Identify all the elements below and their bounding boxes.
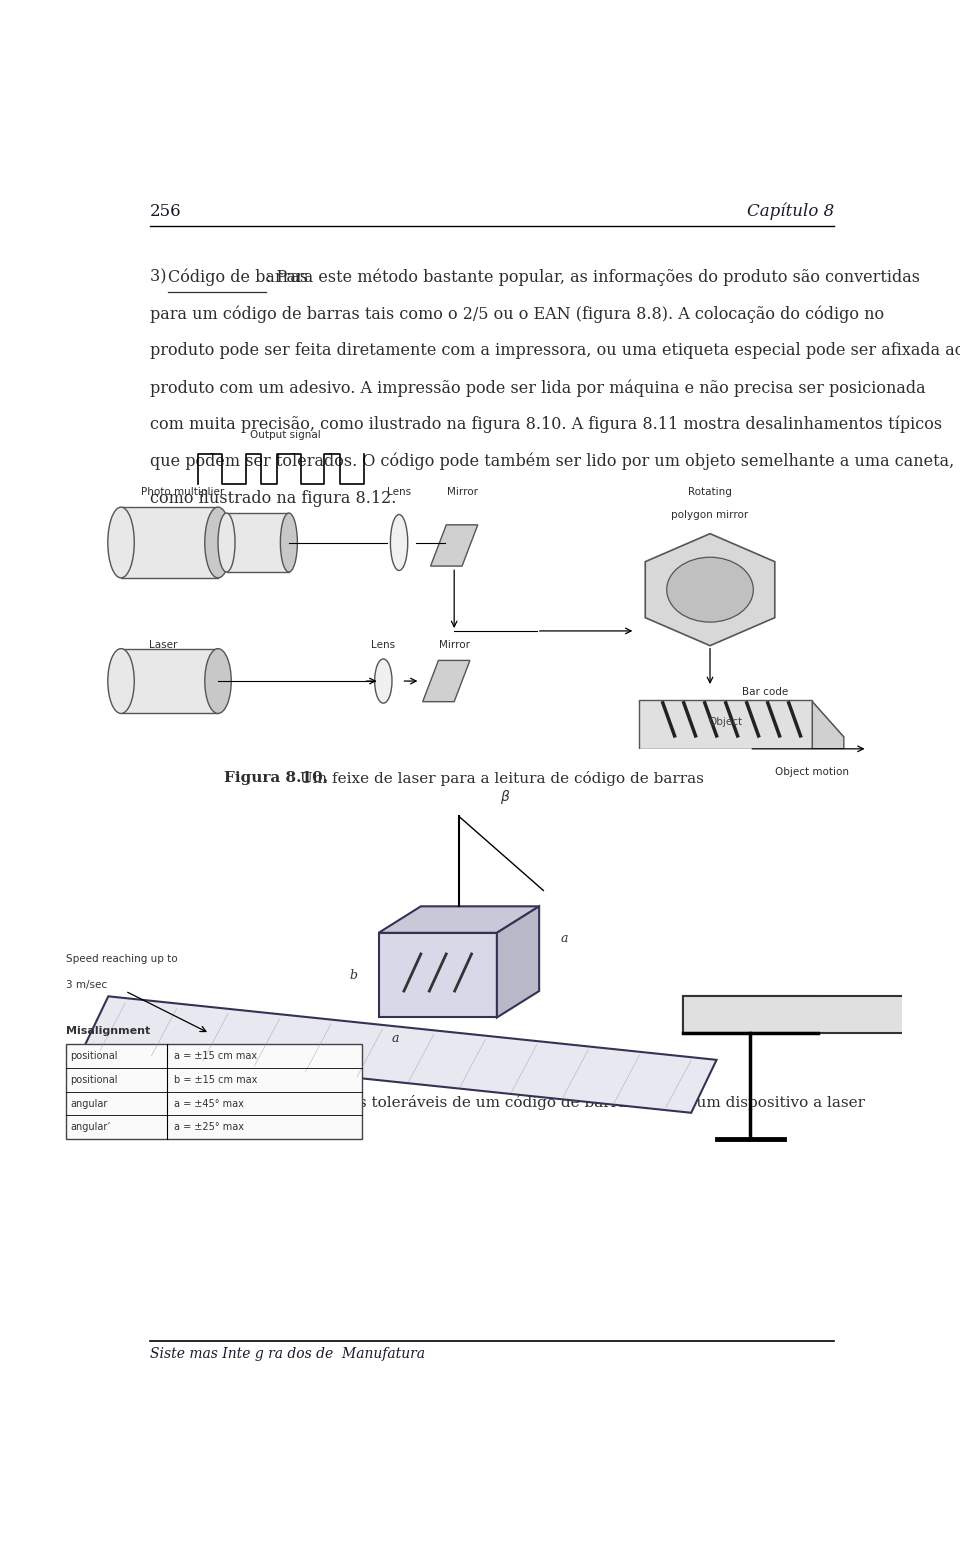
Polygon shape	[812, 701, 844, 749]
Text: Object motion: Object motion	[776, 766, 850, 777]
Bar	[378, 933, 497, 1017]
Polygon shape	[378, 906, 540, 933]
Polygon shape	[83, 996, 716, 1113]
Text: Siste mas Inte g ra dos de  Manufatura: Siste mas Inte g ra dos de Manufatura	[150, 1346, 424, 1360]
Text: Photo multiplier: Photo multiplier	[141, 486, 225, 497]
Ellipse shape	[391, 514, 408, 571]
Text: 3 m/sec: 3 m/sec	[66, 980, 108, 990]
Ellipse shape	[204, 506, 231, 577]
Ellipse shape	[280, 513, 298, 571]
Text: positional: positional	[70, 1051, 118, 1061]
Text: a: a	[392, 1033, 399, 1045]
Bar	[121, 506, 218, 577]
Text: : Para este método bastante popular, as informações do produto são convertidas: : Para este método bastante popular, as …	[266, 269, 920, 286]
Text: angular: angular	[70, 1098, 108, 1109]
Polygon shape	[422, 661, 470, 701]
Bar	[66, 1044, 362, 1139]
Polygon shape	[497, 906, 540, 1017]
Polygon shape	[683, 996, 818, 1033]
Text: Bar code: Bar code	[742, 687, 788, 696]
Text: Laser: Laser	[149, 639, 177, 650]
Text: como ilustrado na figura 8.12.: como ilustrado na figura 8.12.	[150, 489, 396, 506]
Text: Figura 8.11.: Figura 8.11.	[157, 1095, 261, 1109]
Text: Misalignment: Misalignment	[66, 1027, 151, 1036]
Text: Figura 8.10.: Figura 8.10.	[225, 772, 328, 786]
Text: Lens: Lens	[372, 639, 396, 650]
Text: polygon mirror: polygon mirror	[671, 510, 749, 520]
Text: produto pode ser feita diretamente com a impressora, ou uma etiqueta especial po: produto pode ser feita diretamente com a…	[150, 343, 960, 360]
Text: Mirror: Mirror	[439, 639, 469, 650]
Text: 3): 3)	[150, 269, 172, 286]
Text: 256: 256	[150, 202, 181, 219]
Bar	[639, 701, 812, 749]
Text: a = ±15 cm max: a = ±15 cm max	[174, 1051, 257, 1061]
Text: Rotating: Rotating	[688, 486, 732, 497]
Text: $\beta$: $\beta$	[500, 787, 511, 806]
Text: Output signal: Output signal	[250, 431, 321, 440]
Text: Capítulo 8: Capítulo 8	[747, 202, 834, 219]
Text: Mirror: Mirror	[446, 486, 477, 497]
Text: angular’: angular’	[70, 1122, 110, 1132]
Ellipse shape	[108, 648, 134, 713]
Ellipse shape	[218, 513, 235, 571]
Bar	[121, 648, 218, 713]
Text: b: b	[349, 968, 357, 982]
Ellipse shape	[204, 648, 231, 713]
Text: a: a	[561, 931, 568, 945]
Text: Lens: Lens	[387, 486, 411, 497]
Text: Desalinhamentos toleráveis de um código de barra lido por um dispositivo a laser: Desalinhamentos toleráveis de um código …	[228, 1095, 865, 1110]
Text: a = ±25° max: a = ±25° max	[174, 1122, 244, 1132]
Polygon shape	[683, 996, 920, 1033]
Text: b = ±15 cm max: b = ±15 cm max	[174, 1075, 257, 1085]
Text: para um código de barras tais como o 2/5 ou o EAN (figura 8.8). A colocação do c: para um código de barras tais como o 2/5…	[150, 306, 884, 323]
Text: Speed reaching up to: Speed reaching up to	[66, 954, 178, 963]
Text: com muita precisão, como ilustrado na figura 8.10. A figura 8.11 mostra desalinh: com muita precisão, como ilustrado na fi…	[150, 415, 942, 434]
Text: Código de barras: Código de barras	[168, 269, 308, 286]
Text: positional: positional	[70, 1075, 118, 1085]
Text: Um feixe de laser para a leitura de código de barras: Um feixe de laser para a leitura de códi…	[295, 772, 704, 786]
Polygon shape	[645, 534, 775, 645]
Bar	[227, 513, 289, 571]
Text: produto com um adesivo. A impressão pode ser lida por máquina e não precisa ser : produto com um adesivo. A impressão pode…	[150, 380, 925, 397]
Circle shape	[666, 557, 754, 622]
Polygon shape	[430, 525, 478, 567]
Ellipse shape	[374, 659, 392, 703]
Text: a = ±45° max: a = ±45° max	[174, 1098, 244, 1109]
Text: que podem ser tolerados. O código pode também ser lido por um objeto semelhante : que podem ser tolerados. O código pode t…	[150, 452, 954, 471]
Text: Object: Object	[708, 718, 743, 727]
Ellipse shape	[108, 506, 134, 577]
Polygon shape	[639, 701, 844, 736]
